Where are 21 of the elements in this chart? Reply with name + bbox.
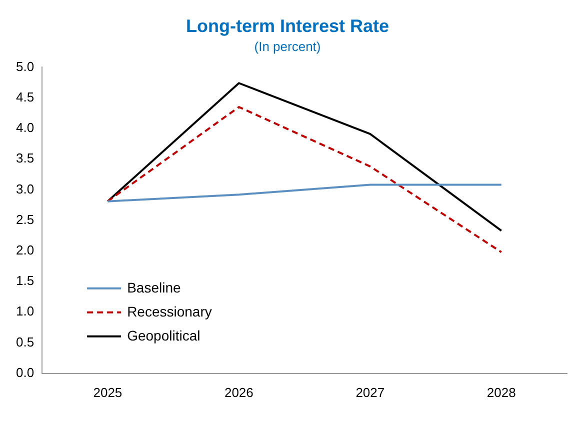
legend-label: Geopolitical	[127, 327, 200, 344]
y-tick-label: 3.0	[16, 181, 34, 196]
chart-title: Long-term Interest Rate	[186, 16, 390, 36]
y-tick-label: 1.0	[16, 304, 34, 319]
y-tick-label: 2.0	[16, 242, 34, 258]
y-tick-label: 4.0	[16, 120, 34, 136]
y-tick-label: 4.5	[16, 89, 34, 104]
y-tick-label: 3.5	[16, 150, 34, 166]
x-tick-label: 2026	[224, 384, 254, 400]
y-tick-label: 5.0	[16, 58, 34, 74]
x-tick-label: 2028	[486, 384, 516, 400]
y-tick-label: 0.0	[16, 364, 34, 380]
legend-label: Baseline	[127, 279, 181, 296]
y-tick-label: 2.5	[16, 212, 34, 227]
y-tick-label: 0.5	[16, 334, 34, 350]
x-tick-label: 2027	[356, 384, 385, 400]
y-tick-label: 1.5	[16, 273, 34, 288]
legend-label: Recessionary	[127, 303, 212, 320]
chart-subtitle: (In percent)	[254, 38, 321, 54]
x-tick-label: 2025	[93, 384, 122, 400]
line-series	[106, 106, 502, 254]
